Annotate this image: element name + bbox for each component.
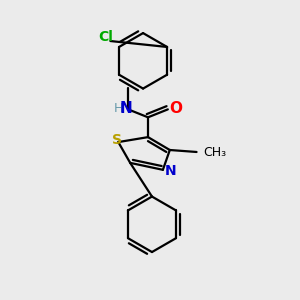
Text: S: S (112, 133, 122, 147)
Text: Cl: Cl (98, 30, 113, 44)
Text: N: N (165, 164, 177, 178)
Text: N: N (120, 101, 133, 116)
Text: CH₃: CH₃ (203, 146, 226, 160)
Text: H: H (114, 102, 123, 115)
Text: O: O (169, 101, 182, 116)
